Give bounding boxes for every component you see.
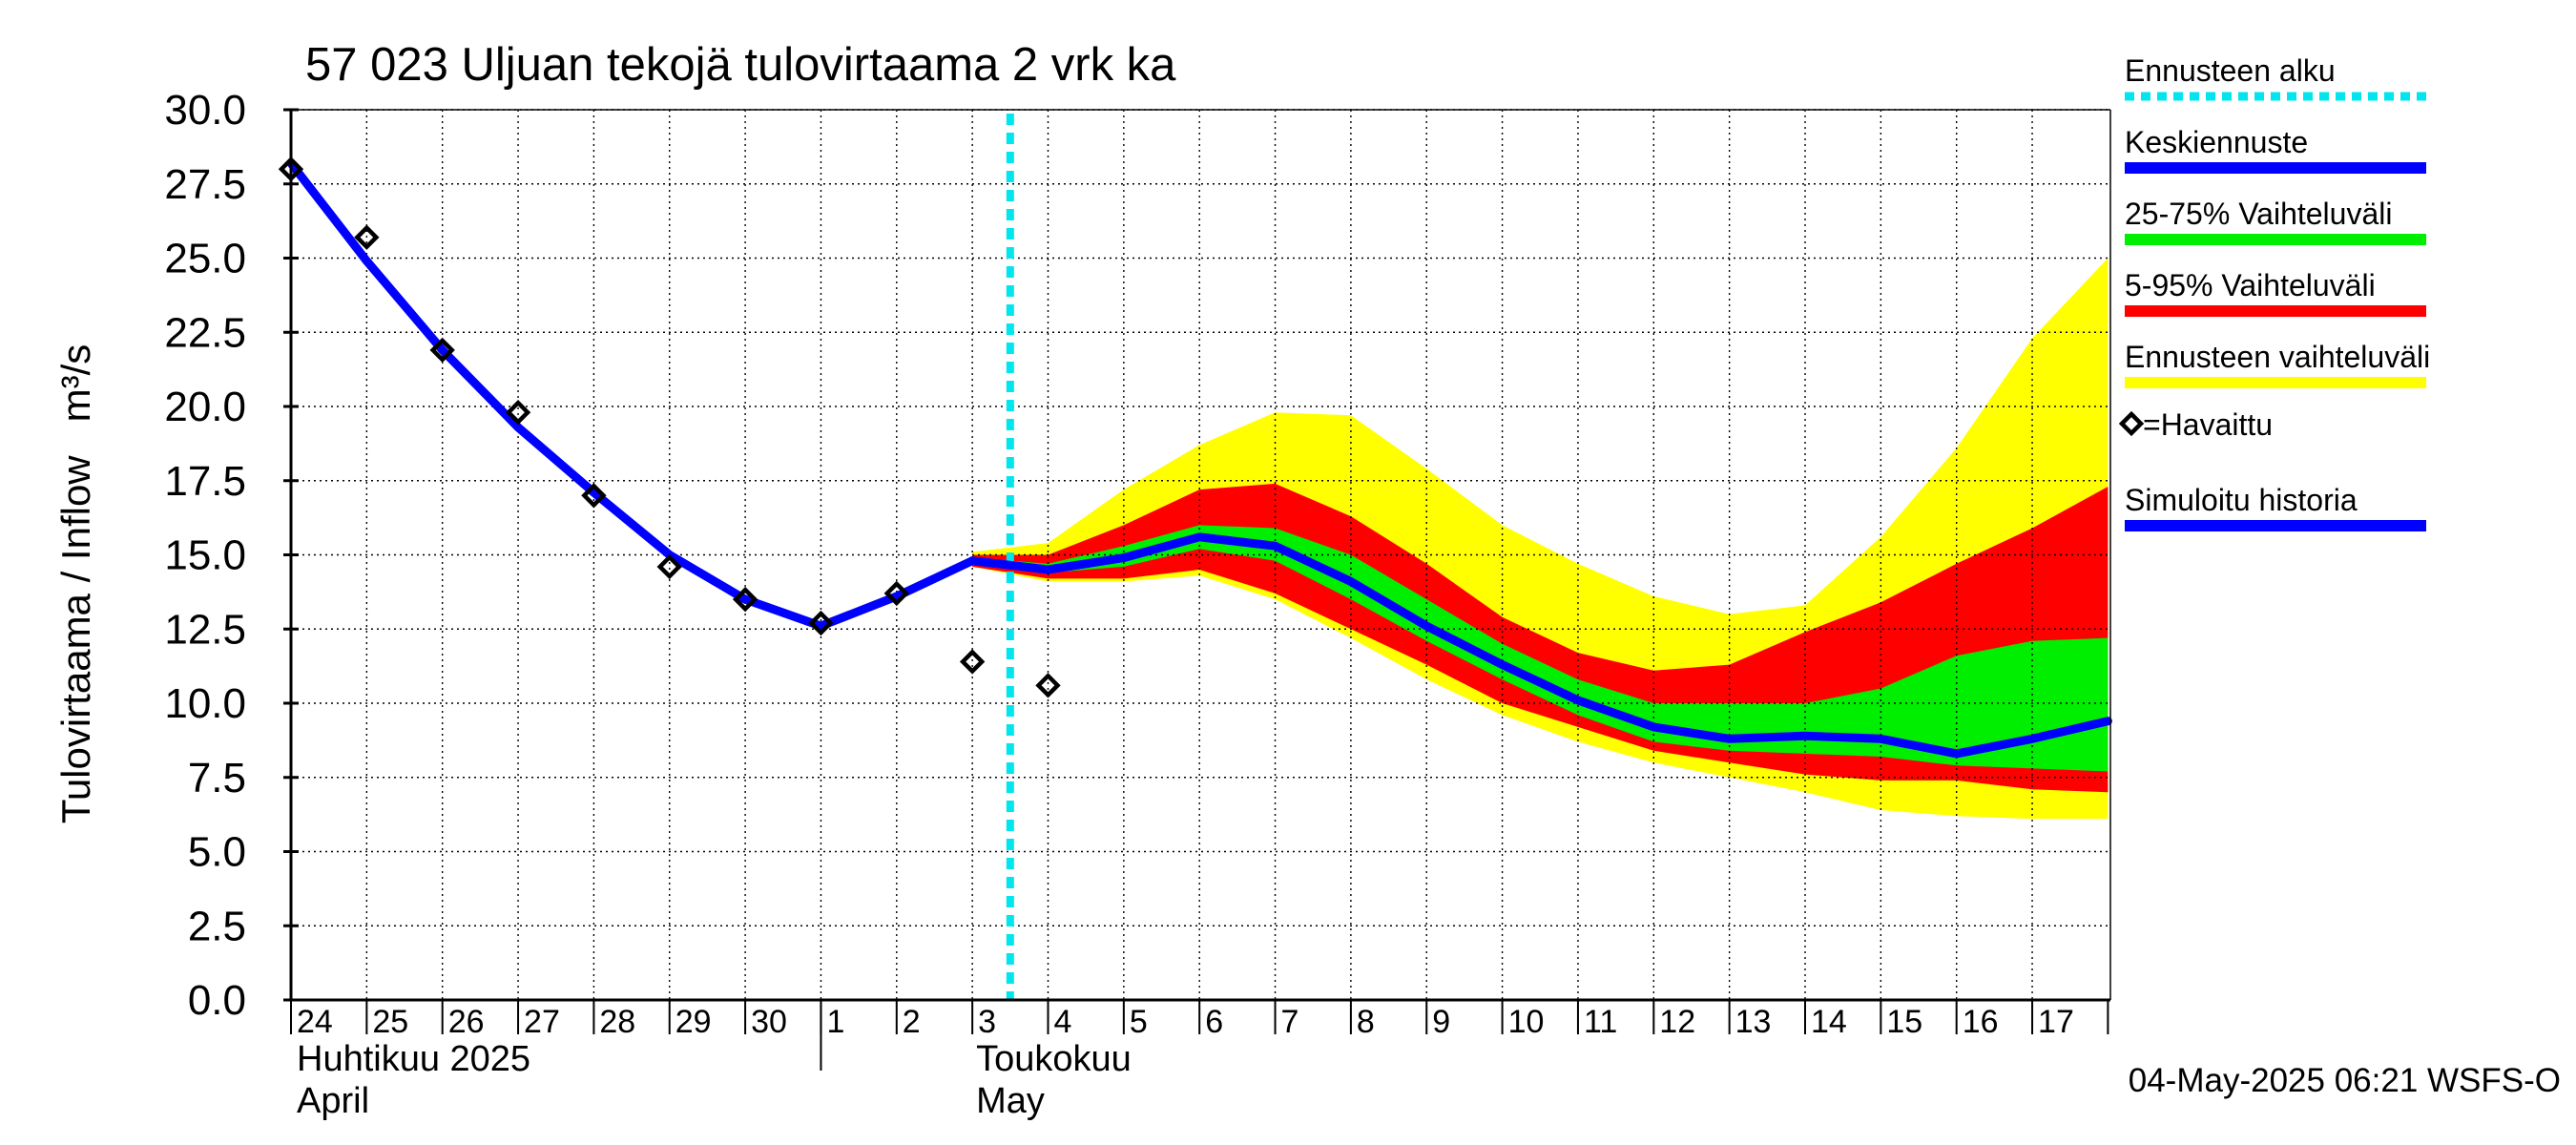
chart-title: 57 023 Uljuan tekojä tulovirtaama 2 vrk … (305, 39, 1176, 91)
x-tick-label: 26 (448, 1004, 485, 1040)
x-tick-label: 16 (1963, 1004, 1999, 1040)
legend-label: =Havaittu (2143, 407, 2273, 442)
y-tick-label: 12.5 (164, 606, 246, 653)
y-tick-label: 17.5 (164, 458, 246, 505)
observed-point (1035, 673, 1061, 698)
x-tick-label: 14 (1811, 1004, 1847, 1040)
band-25-75 (972, 525, 2109, 772)
x-tick-label: 27 (524, 1004, 560, 1040)
x-tick-label: 5 (1130, 1004, 1148, 1040)
y-axis-label: Tulovirtaama / Inflow m³/s (53, 344, 98, 824)
timestamp: 04-May-2025 06:21 WSFS-O (2129, 1062, 2561, 1099)
x-tick-label: 29 (675, 1004, 712, 1040)
legend-label: Ennusteen alku (2125, 53, 2336, 88)
observed-point (808, 610, 834, 636)
legend-label: Ennusteen vaihteluväli (2125, 340, 2430, 374)
x-tick-label: 11 (1584, 1004, 1617, 1040)
legend-observed-marker (2118, 410, 2145, 437)
month-label-en: April (297, 1081, 369, 1121)
legend-label: Simuloitu historia (2125, 483, 2358, 517)
observed-point (883, 580, 909, 607)
x-tick-label: 6 (1205, 1004, 1223, 1040)
x-tick-label: 9 (1432, 1004, 1450, 1040)
simulated-history-line (286, 158, 977, 631)
y-axis: 0.0 2.5 5.0 7.5 10.0 12.5 15.0 17.5 20.0 22.5 25.0… (164, 87, 299, 1024)
y-tick-label: 25.0 (164, 236, 246, 282)
observed-point (429, 337, 455, 364)
observed-point (732, 586, 758, 613)
legend-label: 5-95% Vaihteluväli (2125, 268, 2376, 302)
y-tick-label: 30.0 (164, 87, 246, 134)
x-tick-label: 1 (826, 1004, 844, 1040)
median-forecast-line (967, 532, 2112, 759)
y-tick-label: 27.5 (164, 161, 246, 208)
observed-point (354, 224, 380, 250)
x-tick-label: 10 (1508, 1004, 1545, 1040)
observed-point (656, 553, 682, 580)
y-tick-label: 10.0 (164, 680, 246, 727)
legend-label: 25-75% Vaihteluväli (2125, 197, 2392, 231)
y-tick-label: 20.0 (164, 384, 246, 430)
y-tick-label: 15.0 (164, 532, 246, 579)
observed-point (581, 483, 607, 509)
x-tick-label: 30 (751, 1004, 787, 1040)
observed-point (505, 400, 531, 426)
month-label-fi: Toukokuu (976, 1039, 1132, 1079)
x-tick-label: 4 (1054, 1004, 1072, 1040)
x-tick-label: 3 (978, 1004, 996, 1040)
month-label-en: May (976, 1081, 1045, 1121)
x-tick-label: 13 (1735, 1004, 1772, 1040)
x-tick-label: 7 (1281, 1004, 1299, 1040)
x-tick-label: 17 (2038, 1004, 2074, 1040)
x-tick-label: 12 (1659, 1004, 1695, 1040)
observed-point (959, 649, 986, 675)
x-axis: 24 25 26 27 28 29 30 1 2 3 4 5 6 7 8 9 10 11 12 13 14 15 16 17H… (290, 1000, 2109, 1121)
series-lines (286, 114, 2112, 1000)
x-tick-label: 28 (599, 1004, 635, 1040)
y-tick-label: 22.5 (164, 309, 246, 356)
y-tick-label: 5.0 (188, 829, 246, 876)
x-tick-label: 2 (903, 1004, 921, 1040)
x-tick-label: 15 (1886, 1004, 1922, 1040)
x-tick-label: 25 (372, 1004, 408, 1040)
month-label-fi: Huhtikuu 2025 (297, 1039, 530, 1079)
y-tick-label: 2.5 (188, 903, 246, 949)
y-tick-label: 7.5 (188, 755, 246, 802)
x-tick-label: 8 (1357, 1004, 1375, 1040)
y-tick-label: 0.0 (188, 977, 246, 1024)
forecast-bands (972, 258, 2109, 820)
x-tick-label: 24 (297, 1004, 333, 1040)
legend-label: Keskiennuste (2125, 125, 2308, 159)
legend: Ennusteen alku Keskiennuste 25-75% Vaihtel… (2118, 53, 2430, 531)
